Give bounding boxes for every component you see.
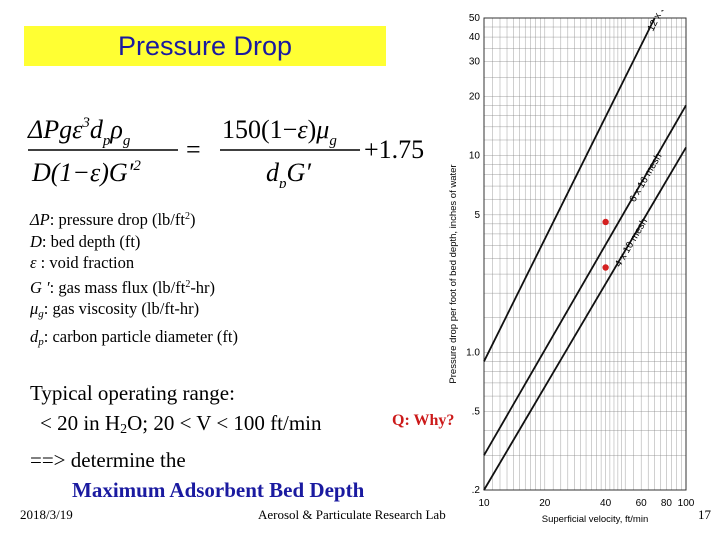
y-tick-label: 1.0	[466, 347, 480, 358]
range-heading: Typical operating range:	[30, 381, 235, 405]
y-tick-label: .2	[472, 485, 481, 496]
y-tick-label: 10	[469, 151, 481, 162]
eq-equals: =	[186, 135, 201, 164]
y-axis-label: Pressure drop per foot of bed depth, inc…	[448, 164, 459, 383]
ergun-equation: ΔPgε3dpρg D(1−ε)G′2 = 150(1−ε)μg dpG′ +1…	[27, 115, 424, 188]
y-tick-label: 5	[474, 210, 480, 221]
definitions-list: ΔP: pressure drop (lb/ft2) D: bed depth …	[30, 206, 238, 353]
y-tick-label: 30	[469, 57, 481, 68]
eq-denominator-left: D(1−ε)G′2	[31, 158, 141, 187]
y-tick-label: 50	[469, 13, 481, 24]
series-line-1	[483, 104, 687, 456]
footer-lab: Aerosol & Particulate Research Lab	[258, 507, 446, 522]
slide-title: Pressure Drop	[117, 30, 293, 61]
highlight-point-1	[602, 264, 609, 271]
y-tick-label: 20	[469, 91, 481, 102]
max-depth-text: Maximum Adsorbent Bed Depth	[72, 478, 365, 502]
footer-date: 2018/3/19	[20, 507, 73, 522]
definition-row: ΔP: pressure drop (lb/ft2)	[30, 210, 196, 229]
definition-row: μg: gas viscosity (lb/ft-hr)	[30, 299, 200, 320]
determine-text: ==> determine the	[30, 448, 186, 472]
highlight-point-0	[602, 218, 609, 226]
definition-row: D: bed depth (ft)	[30, 231, 141, 251]
x-tick-label: 40	[600, 498, 612, 509]
page-number: 17	[698, 507, 711, 522]
definition-row: G ′: gas mass flux (lb/ft2-hr)	[30, 277, 216, 297]
definition-row: ε : void fraction	[30, 253, 135, 272]
series-line-2	[483, 146, 687, 491]
x-tick-label: 20	[539, 498, 551, 509]
x-tick-label: 60	[636, 498, 648, 509]
x-axis-label: Superficial velocity, ft/min	[542, 514, 648, 525]
eq-numerator-right: 150(1−ε)μg	[222, 115, 337, 149]
x-tick-label: 100	[678, 498, 695, 509]
definition-row: dp: carbon particle diameter (ft)	[30, 326, 238, 348]
x-tick-label: 80	[661, 498, 673, 509]
range-values: < 20 in H2O; 20 < V < 100 ft/min	[40, 411, 322, 437]
plot-frame	[483, 17, 687, 491]
grid-layer	[483, 17, 687, 491]
series-line-0	[483, 17, 656, 362]
title-box: Pressure Drop	[24, 26, 386, 66]
question-why: Q: Why?	[392, 412, 455, 429]
series-label-1: 6 x 16 mesh	[628, 152, 665, 205]
eq-denominator-right: dpG′	[266, 158, 311, 188]
x-tick-label: 10	[478, 498, 490, 509]
y-tick-label: .5	[472, 407, 481, 418]
series-label-2: 4 x 10 mesh	[613, 217, 650, 270]
series-layer	[483, 17, 687, 491]
y-tick-label: 40	[469, 32, 481, 43]
eq-numerator-left: ΔPgε3dpρg	[27, 115, 131, 149]
operating-range-block: Typical operating range: < 20 in H2O; 20…	[30, 378, 364, 505]
eq-plus-constant: +1.75	[364, 135, 424, 164]
